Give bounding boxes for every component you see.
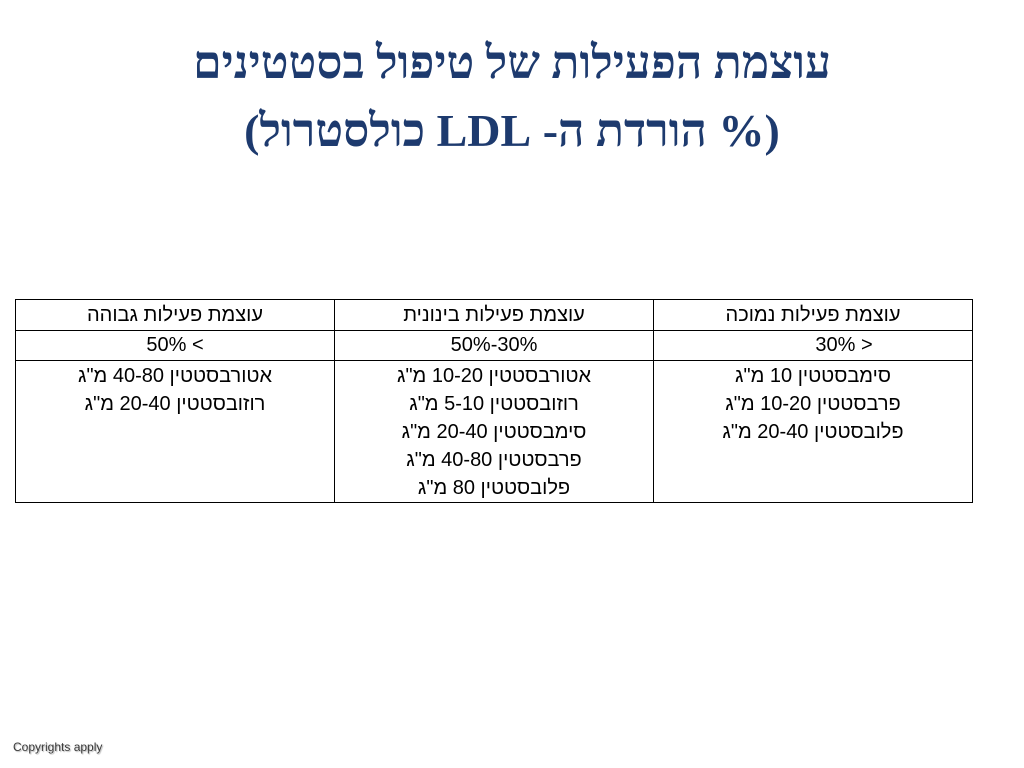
drug-dose-line: רוזובסטטין 20-40 מ"ג bbox=[84, 393, 266, 415]
slide-title: עוצמת הפעילות של טיפול בסטטינים (% הורדת… bbox=[0, 29, 1024, 165]
drug-dose-line: אטורבסטטין 40-80 מ"ג bbox=[77, 365, 273, 387]
header-low-intensity: עוצמת פעילות נמוכה bbox=[653, 299, 973, 331]
drug-dose-line: אטורבסטטין 10-20 מ"ג bbox=[396, 365, 592, 387]
ldl-reduction-moderate: 30%-50% bbox=[334, 330, 655, 361]
header-high-intensity: עוצמת פעילות גבוהה bbox=[14, 299, 336, 331]
title-line-2: (% הורדת ה- LDL כולסטרול) bbox=[244, 105, 780, 156]
drugs-high-intensity: אטורבסטטין 40-80 מ"ג רוזובסטטין 20-40 מ"… bbox=[14, 360, 336, 503]
title-line-1: עוצמת הפעילות של טיפול בסטטינים bbox=[192, 37, 832, 88]
drug-doses-row: סימבסטטין 10 מ"ג פרבסטטין 10-20 מ"ג פלוב… bbox=[14, 360, 973, 503]
table-header-row: עוצמת פעילות נמוכה עוצמת פעילות בינונית … bbox=[14, 299, 973, 331]
drug-dose-line: סימבסטטין 20-40 מ"ג bbox=[401, 421, 587, 443]
ldl-reduction-row: < 30% 30%-50% > 50% bbox=[14, 330, 973, 361]
drug-dose-line: פרבסטטין 40-80 מ"ג bbox=[406, 449, 582, 471]
drug-dose-line: פלובסטטין 80 מ"ג bbox=[417, 477, 571, 499]
ldl-reduction-high: > 50% bbox=[14, 330, 336, 361]
statin-intensity-table: עוצמת פעילות נמוכה עוצמת פעילות בינונית … bbox=[14, 299, 973, 503]
header-moderate-intensity: עוצמת פעילות בינונית bbox=[334, 299, 655, 331]
drug-dose-line: רוזובסטטין 5-10 מ"ג bbox=[409, 393, 579, 415]
drug-dose-line: סימבסטטין 10 מ"ג bbox=[735, 365, 891, 387]
drug-dose-line: פרבסטטין 10-20 מ"ג bbox=[725, 393, 901, 415]
copyright-notice: Copyrights apply bbox=[13, 740, 103, 754]
drug-dose-line: פלובסטטין 20-40 מ"ג bbox=[722, 421, 904, 443]
drugs-low-intensity: סימבסטטין 10 מ"ג פרבסטטין 10-20 מ"ג פלוב… bbox=[653, 360, 973, 503]
ldl-reduction-low: < 30% bbox=[653, 330, 973, 361]
drugs-moderate-intensity: אטורבסטטין 10-20 מ"ג רוזובסטטין 5-10 מ"ג… bbox=[334, 360, 655, 503]
